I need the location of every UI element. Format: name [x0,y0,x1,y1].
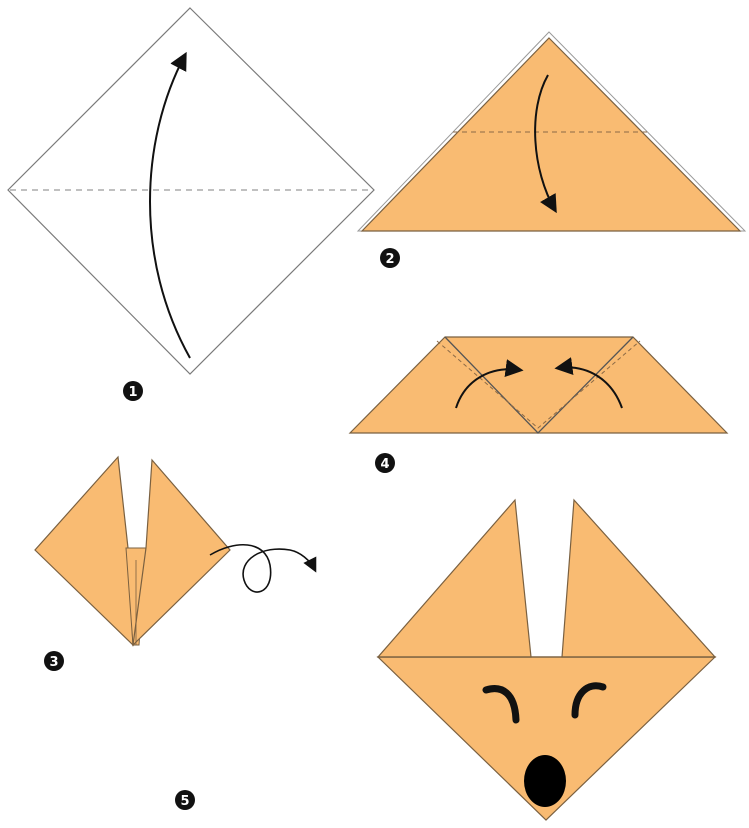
step-2-diagram [356,31,747,232]
step-1-number: 1 [128,385,137,400]
fold-line-v-outer [444,336,634,434]
fold-down-arrow [534,74,557,214]
flat-triangle [348,336,729,434]
right-eye [571,682,607,719]
fox-left-ear [376,498,532,658]
fold-up-arrow [149,51,191,359]
fold-right-arrow [554,357,623,409]
fox-nose [524,755,566,807]
step-3-number: 3 [49,655,58,670]
right-ear-flap [132,458,231,647]
fold-left-arrow [455,359,524,409]
step-5-number: 5 [180,794,189,809]
step-5-badge: 5 [175,790,195,810]
step-1-badge: 1 [123,381,143,401]
step-4-badge: 4 [375,453,395,473]
fold-line-v-inner [436,340,641,429]
fox-right-ear [561,498,717,658]
step-4-number: 4 [380,457,389,472]
step-2-badge: 2 [380,248,400,268]
square-paper [7,7,375,375]
step-3-badge: 3 [44,651,64,671]
step-3-diagram [34,455,317,647]
step-5-diagram [376,498,717,821]
step-4-diagram [348,336,729,434]
left-ear-flap [34,455,134,647]
turn-over-loop-arrow [209,544,317,593]
left-eye [482,685,520,724]
folded-triangle [360,37,742,232]
step-2-number: 2 [385,252,394,267]
step-1-diagram [7,7,375,375]
